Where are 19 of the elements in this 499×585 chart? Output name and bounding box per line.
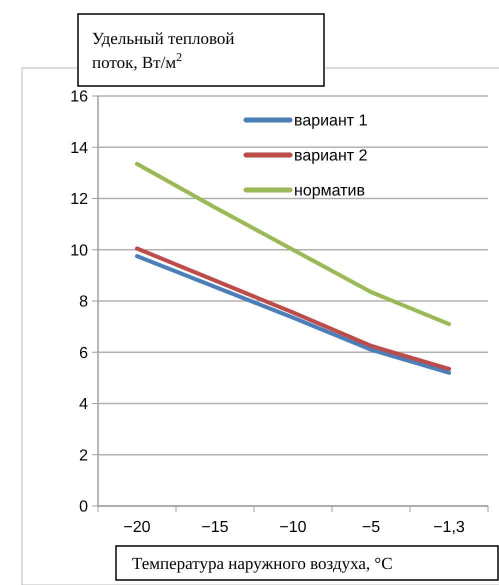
x-tick-label: −10 — [279, 519, 307, 536]
y-tick-label: 6 — [79, 344, 88, 362]
y-tick-label: 2 — [79, 447, 88, 464]
y-tick-label: 16 — [70, 88, 88, 106]
y-tick-label: 10 — [70, 242, 88, 260]
x-tick-label: −15 — [201, 519, 229, 536]
y-tick-label: 14 — [70, 140, 88, 157]
legend-label: вариант 2 — [294, 148, 368, 165]
x-tick-label: −5 — [362, 519, 380, 536]
legend-label: норматив — [294, 182, 365, 200]
y-tick-label: 12 — [70, 191, 88, 208]
y-axis-title: Удельный тепловой поток, Вт/м$^{2}$ — [92, 29, 235, 72]
y-tick-label: 0 — [79, 498, 88, 516]
x-tick-label: −1,3 — [433, 519, 465, 536]
y-tick-label: 8 — [79, 294, 88, 311]
x-tick-label: −20 — [123, 519, 151, 536]
legend-label: вариант 1 — [294, 112, 368, 130]
x-axis-title: Температура наружного воздуха, °С — [132, 554, 393, 573]
y-tick-label: 4 — [79, 396, 88, 414]
